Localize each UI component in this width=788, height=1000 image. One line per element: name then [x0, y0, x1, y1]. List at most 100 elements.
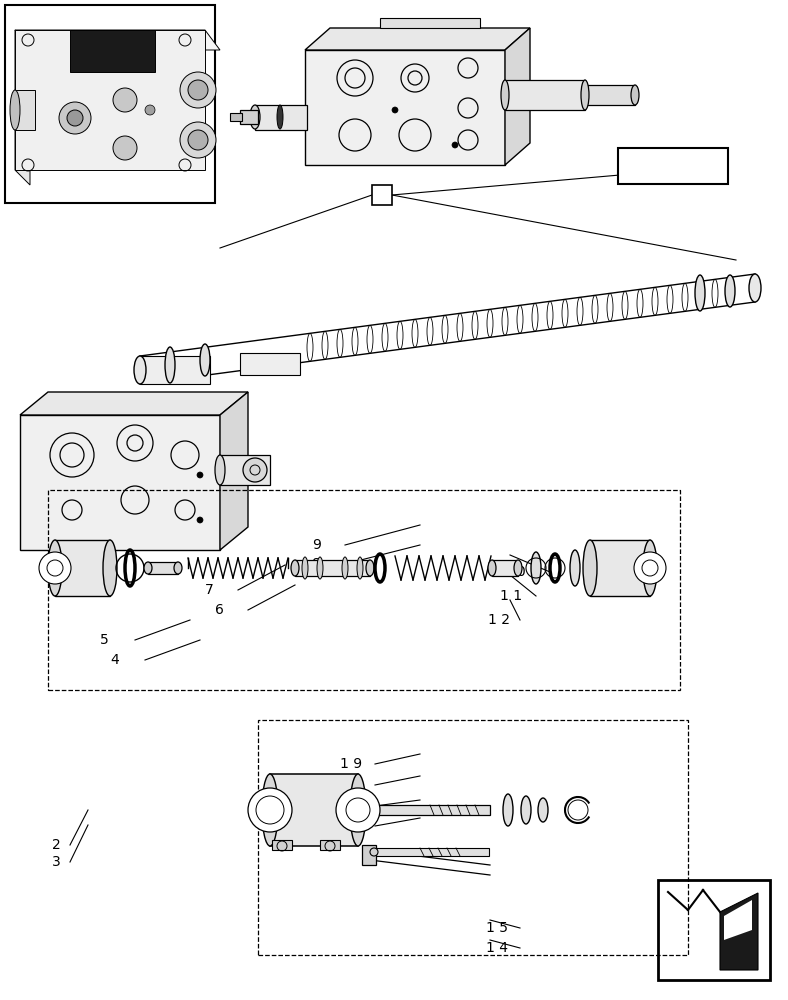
- Polygon shape: [20, 392, 248, 415]
- Ellipse shape: [317, 557, 323, 579]
- Polygon shape: [15, 90, 35, 130]
- Ellipse shape: [581, 80, 589, 110]
- Polygon shape: [70, 30, 155, 72]
- Bar: [255, 105, 307, 130]
- Circle shape: [59, 102, 91, 134]
- Ellipse shape: [342, 557, 348, 579]
- Bar: [374, 848, 489, 856]
- Ellipse shape: [366, 805, 374, 815]
- Bar: [258, 720, 688, 955]
- Ellipse shape: [250, 105, 260, 129]
- Bar: [140, 356, 210, 384]
- Circle shape: [67, 110, 83, 126]
- Polygon shape: [720, 893, 758, 970]
- Ellipse shape: [370, 848, 378, 856]
- Ellipse shape: [631, 85, 639, 105]
- Polygon shape: [380, 18, 480, 28]
- Bar: [230, 113, 242, 121]
- Ellipse shape: [144, 562, 152, 574]
- Ellipse shape: [262, 774, 278, 846]
- Text: 1 8: 1 8: [340, 778, 362, 792]
- Circle shape: [113, 136, 137, 160]
- Ellipse shape: [488, 560, 496, 576]
- Text: 1 5: 1 5: [486, 921, 508, 935]
- Ellipse shape: [103, 540, 117, 596]
- Polygon shape: [15, 30, 30, 185]
- Ellipse shape: [538, 798, 548, 822]
- Polygon shape: [20, 415, 220, 550]
- Text: 1 3: 1 3: [265, 788, 287, 802]
- Ellipse shape: [583, 540, 597, 596]
- Ellipse shape: [350, 774, 366, 846]
- Text: 0: 0: [516, 565, 525, 579]
- Text: 1 1: 1 1: [500, 589, 522, 603]
- Ellipse shape: [200, 344, 210, 376]
- Ellipse shape: [291, 560, 299, 576]
- Text: 8: 8: [312, 557, 321, 571]
- Bar: [320, 840, 340, 850]
- Ellipse shape: [180, 72, 216, 108]
- Bar: [240, 353, 300, 375]
- Ellipse shape: [749, 274, 761, 302]
- Text: 9: 9: [312, 538, 321, 552]
- Circle shape: [197, 472, 203, 478]
- Bar: [48, 490, 680, 690]
- Bar: [148, 562, 178, 574]
- Bar: [492, 560, 518, 576]
- Ellipse shape: [134, 356, 146, 384]
- Circle shape: [452, 142, 458, 148]
- Bar: [658, 880, 770, 980]
- Polygon shape: [305, 28, 530, 50]
- Ellipse shape: [180, 122, 216, 158]
- Ellipse shape: [514, 560, 522, 576]
- Text: 6: 6: [215, 603, 224, 617]
- Bar: [270, 774, 358, 846]
- Polygon shape: [220, 392, 248, 550]
- Bar: [220, 455, 270, 485]
- Bar: [362, 845, 376, 865]
- Ellipse shape: [725, 275, 735, 307]
- Circle shape: [113, 88, 137, 112]
- Circle shape: [392, 107, 398, 113]
- Circle shape: [145, 105, 155, 115]
- Ellipse shape: [215, 455, 225, 485]
- Text: 1 4: 1 4: [486, 941, 508, 955]
- Ellipse shape: [165, 347, 175, 383]
- Polygon shape: [15, 30, 220, 50]
- Ellipse shape: [188, 80, 208, 100]
- Circle shape: [39, 552, 71, 584]
- Text: 1 2: 1 2: [488, 613, 510, 627]
- Bar: [55, 540, 110, 596]
- Text: 3: 3: [52, 855, 61, 869]
- Polygon shape: [724, 900, 752, 940]
- Ellipse shape: [366, 560, 374, 576]
- Text: 7: 7: [205, 583, 214, 597]
- Circle shape: [243, 458, 267, 482]
- Ellipse shape: [357, 557, 363, 579]
- Ellipse shape: [503, 794, 513, 826]
- Text: P A G .: P A G .: [624, 154, 679, 172]
- Bar: [585, 85, 635, 105]
- Bar: [618, 148, 728, 184]
- Bar: [372, 185, 392, 205]
- Ellipse shape: [643, 540, 657, 596]
- Circle shape: [197, 517, 203, 523]
- Ellipse shape: [521, 796, 531, 824]
- Bar: [295, 560, 370, 576]
- Polygon shape: [15, 30, 205, 170]
- Text: 4: 4: [110, 653, 119, 667]
- Bar: [5, 5, 215, 203]
- Bar: [272, 840, 292, 850]
- Bar: [590, 540, 650, 596]
- Circle shape: [336, 788, 380, 832]
- Text: 1 9: 1 9: [340, 757, 362, 771]
- Ellipse shape: [695, 275, 705, 311]
- Ellipse shape: [174, 562, 182, 574]
- Ellipse shape: [531, 552, 541, 584]
- Bar: [660, 882, 768, 978]
- Polygon shape: [305, 50, 505, 165]
- Bar: [370, 805, 490, 815]
- Bar: [240, 110, 258, 124]
- Circle shape: [634, 552, 666, 584]
- Ellipse shape: [10, 90, 20, 130]
